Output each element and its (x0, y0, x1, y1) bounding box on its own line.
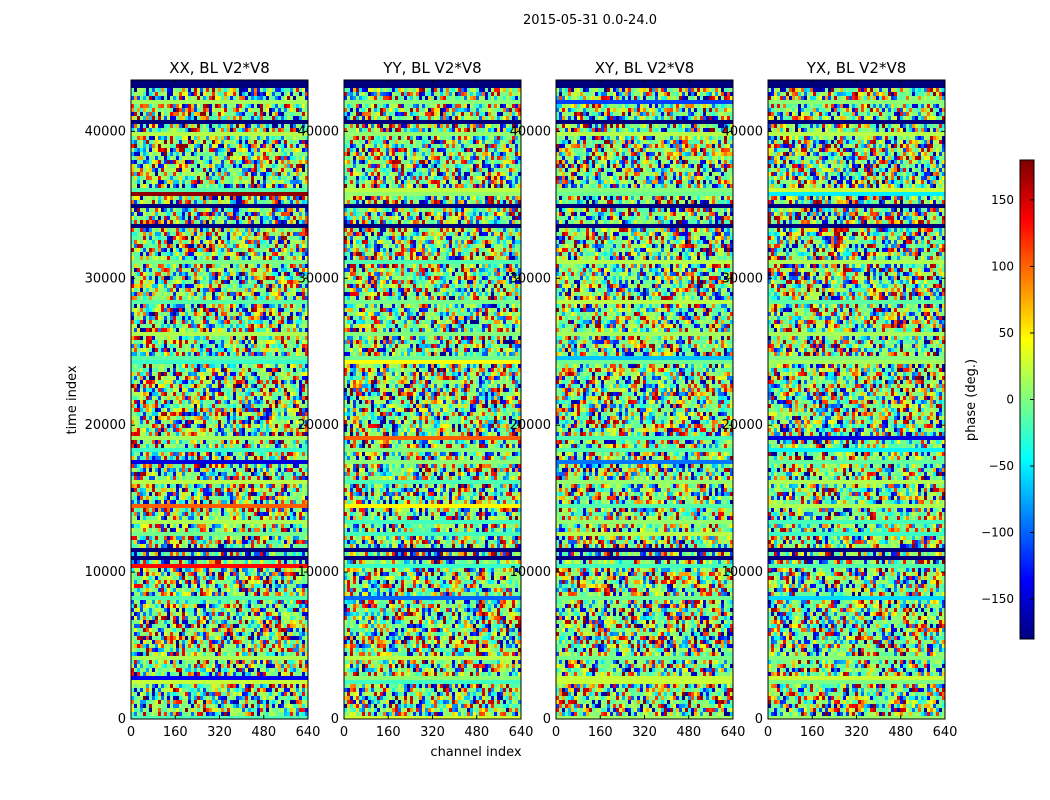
y-tick-label: 0 (331, 712, 339, 727)
panel-title: YX, BL V2*V8 (806, 59, 907, 77)
y-tick-label: 10000 (85, 565, 126, 580)
y-tick-label: 20000 (510, 418, 551, 433)
colorbar-tick-label: 100 (991, 259, 1014, 273)
colorbar-tick-label: 150 (991, 193, 1014, 207)
y-tick-label: 0 (755, 712, 763, 727)
x-tick-label: 0 (764, 725, 772, 740)
y-tick-label: 0 (118, 712, 126, 727)
colorbar-tick-label: 0 (1006, 393, 1014, 407)
colorbar-tick-label: −150 (981, 592, 1014, 606)
x-tick-label: 640 (721, 725, 746, 740)
y-tick-label: 20000 (85, 418, 126, 433)
heatmap-cells (768, 80, 945, 719)
heatmap-panel-1: XX, BL V2*V8 0 160 320 480 640 0 10000 20000 3000… (85, 59, 321, 740)
y-tick-label: 40000 (722, 124, 763, 139)
y-tick-label: 40000 (298, 124, 339, 139)
y-tick-label: 40000 (85, 124, 126, 139)
x-tick-label: 160 (588, 725, 613, 740)
x-tick-label: 640 (296, 725, 321, 740)
x-tick-label: 160 (376, 725, 401, 740)
y-axis-label: time index (65, 365, 80, 434)
x-tick-label: 320 (207, 725, 232, 740)
heatmap-panel-4: YX, BL V2*V8 0 160 320 480 640 0 10000 20000 3000… (722, 59, 958, 740)
panel-title: XY, BL V2*V8 (595, 59, 695, 77)
x-tick-label: 480 (464, 725, 489, 740)
colorbar-tick-label: −100 (981, 526, 1014, 540)
colorbar: 150 100 50 0 −50 −100 −150 phase (deg.) (964, 159, 1035, 640)
panel-title: YY, BL V2*V8 (382, 59, 481, 77)
y-tick-label: 40000 (510, 124, 551, 139)
y-tick-label: 20000 (298, 418, 339, 433)
x-tick-label: 160 (800, 725, 825, 740)
x-tick-label: 160 (163, 725, 188, 740)
heatmap-panel-3: XY, BL V2*V8 0 160 320 480 640 0 10000 20000 3000… (510, 59, 746, 740)
colorbar-tick-label: −50 (989, 459, 1014, 473)
panel-title: XX, BL V2*V8 (169, 59, 270, 77)
x-tick-label: 320 (420, 725, 445, 740)
y-tick-label: 10000 (510, 565, 551, 580)
y-tick-label: 30000 (510, 271, 551, 286)
x-tick-label: 480 (676, 725, 701, 740)
x-tick-label: 320 (844, 725, 869, 740)
x-tick-label: 480 (888, 725, 913, 740)
x-axis-label: channel index (430, 745, 521, 760)
y-tick-label: 30000 (298, 271, 339, 286)
x-tick-label: 640 (509, 725, 534, 740)
x-tick-label: 480 (251, 725, 276, 740)
heatmap-cells (131, 80, 308, 719)
y-tick-label: 20000 (722, 418, 763, 433)
y-tick-label: 30000 (722, 271, 763, 286)
x-tick-label: 0 (127, 725, 135, 740)
heatmap-panel-2: YY, BL V2*V8 0 160 320 480 640 0 10000 20000 3000… (298, 59, 534, 740)
y-tick-label: 0 (543, 712, 551, 727)
heatmap-cells (556, 80, 733, 719)
y-tick-label: 10000 (298, 565, 339, 580)
colorbar-label: phase (deg.) (964, 359, 979, 441)
x-tick-label: 320 (632, 725, 657, 740)
x-tick-label: 640 (933, 725, 958, 740)
figure-title: 2015-05-31 0.0-24.0 (0, 13, 1050, 28)
heatmap-cells (344, 80, 521, 719)
y-tick-label: 10000 (722, 565, 763, 580)
y-tick-label: 30000 (85, 271, 126, 286)
x-tick-label: 0 (552, 725, 560, 740)
colorbar-tick-label: 50 (999, 326, 1014, 340)
x-tick-label: 0 (340, 725, 348, 740)
